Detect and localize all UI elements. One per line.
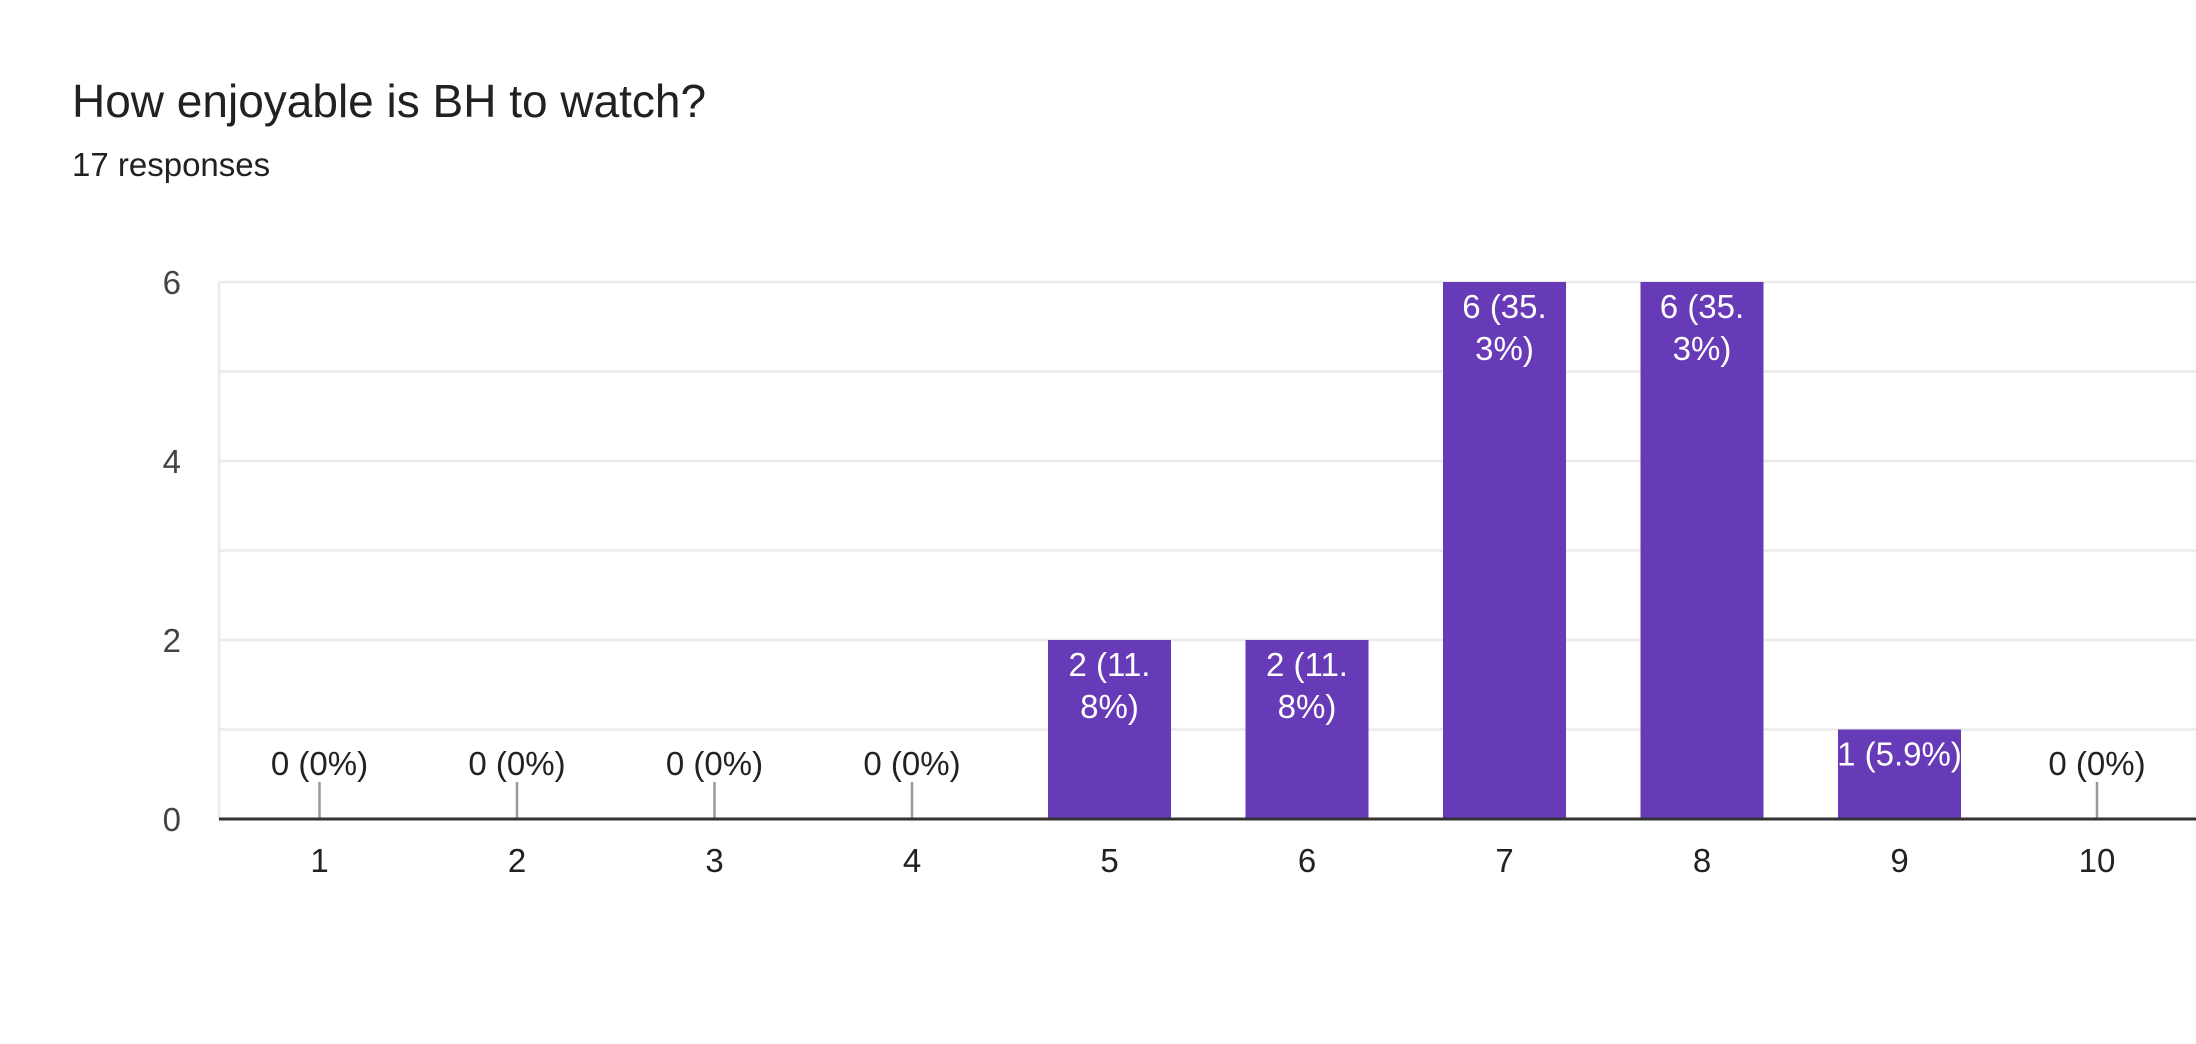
bar-9 <box>1838 729 1961 819</box>
data-label: 3%) <box>1673 330 1732 367</box>
y-tick-label: 4 <box>163 443 181 480</box>
x-tick-label: 9 <box>1890 842 1908 879</box>
data-label: 1 (5.9%) <box>1837 736 1962 773</box>
x-tick-label: 5 <box>1100 842 1118 879</box>
data-label: 0 (0%) <box>271 745 368 782</box>
x-tick-label: 10 <box>2079 842 2116 879</box>
y-tick-label: 6 <box>163 264 181 301</box>
chart-title: How enjoyable is BH to watch? <box>72 75 707 127</box>
data-label: 2 (11. <box>1266 646 1348 683</box>
x-tick-label: 6 <box>1298 842 1316 879</box>
data-label: 3%) <box>1475 330 1534 367</box>
x-tick-label: 8 <box>1693 842 1711 879</box>
data-label: 0 (0%) <box>2048 745 2145 782</box>
data-label: 0 (0%) <box>468 745 565 782</box>
x-tick-label: 4 <box>903 842 921 879</box>
y-tick-label: 2 <box>163 622 181 659</box>
bar-5 <box>1048 640 1171 819</box>
x-tick-label: 2 <box>508 842 526 879</box>
data-label: 8%) <box>1080 688 1139 725</box>
data-label: 0 (0%) <box>666 745 763 782</box>
data-label: 6 (35. <box>1462 288 1546 325</box>
bar-7 <box>1443 282 1566 819</box>
x-tick-label: 1 <box>310 842 328 879</box>
data-label: 6 (35. <box>1660 288 1744 325</box>
data-label: 8%) <box>1278 688 1337 725</box>
x-tick-label: 3 <box>705 842 723 879</box>
data-label: 2 (11. <box>1069 646 1151 683</box>
x-tick-label: 7 <box>1495 842 1513 879</box>
data-label: 0 (0%) <box>863 745 960 782</box>
response-count: 17 responses <box>72 146 271 183</box>
bar-8 <box>1640 282 1764 819</box>
bar-6 <box>1245 640 1369 819</box>
y-tick-label: 0 <box>163 801 181 838</box>
